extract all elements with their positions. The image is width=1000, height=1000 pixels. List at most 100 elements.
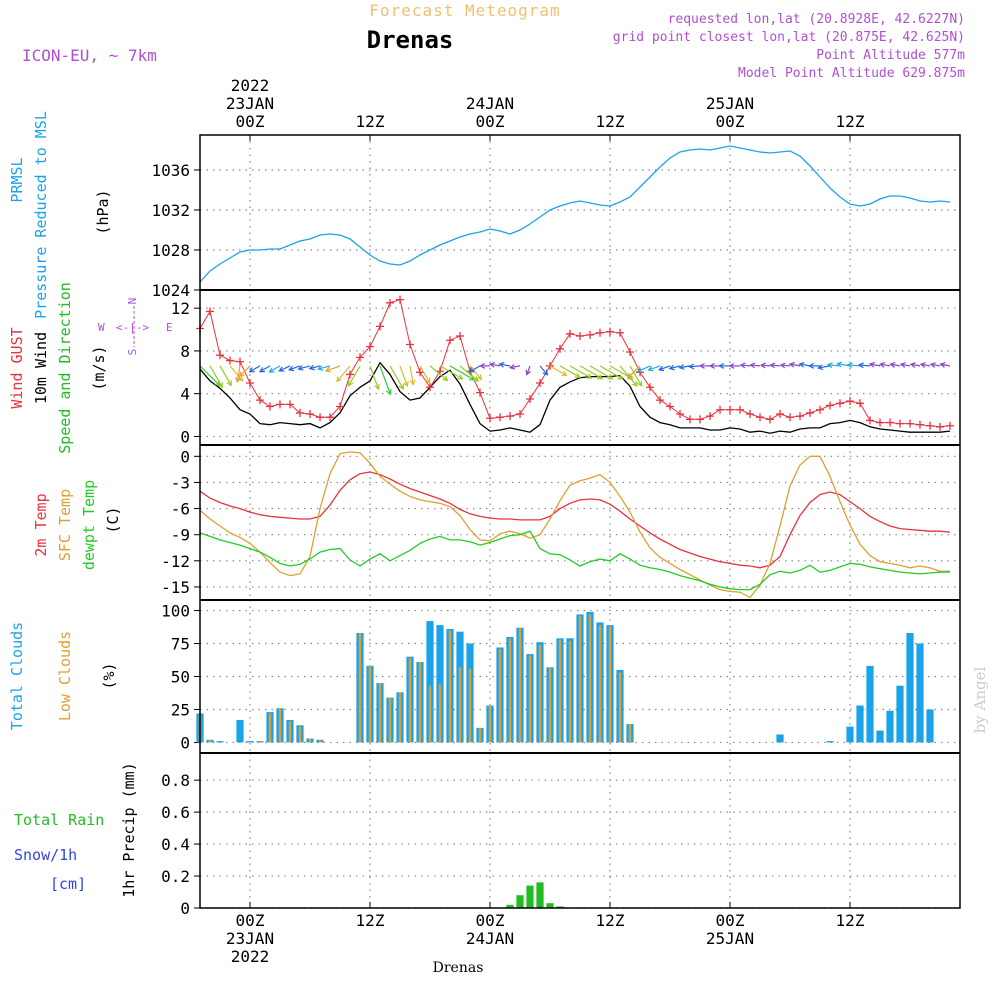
- wind-direction-arrowhead: [258, 367, 266, 373]
- wind-gust-marker: [266, 402, 274, 411]
- wind-gust-marker: [246, 379, 254, 387]
- wind-gust-marker: [376, 322, 384, 331]
- low-cloud-bar: [588, 614, 592, 743]
- low-cloud-bar: [528, 655, 532, 743]
- wind-gust-marker: [776, 410, 784, 418]
- y-tick-label: 100: [161, 602, 190, 621]
- wind-gust-marker: [806, 408, 814, 417]
- low-cloud-bar: [488, 705, 492, 743]
- wind-gust-marker: [676, 410, 684, 418]
- wind-gust-marker: [326, 413, 334, 422]
- y-tick-label: 0: [180, 427, 190, 446]
- y-tick-label: 0.4: [161, 835, 190, 854]
- y-tick-label: -3: [171, 473, 190, 492]
- precip-unit: 1hr Precip (mm): [120, 762, 138, 897]
- total-cloud-bar: [826, 741, 834, 743]
- wind-direction-arrowhead: [647, 365, 654, 372]
- wind-direction-arrowhead: [889, 362, 896, 368]
- wind-gust-marker: [926, 421, 934, 430]
- wind-gust-marker: [426, 383, 434, 392]
- wind-direction-arrow: [309, 365, 321, 370]
- wind-direction-arrowhead: [498, 361, 505, 368]
- wind-direction-arrow: [569, 365, 592, 379]
- wind-direction-arrow: [269, 365, 281, 373]
- temp-2m-line: [199, 471, 951, 569]
- wind-direction-arrow: [890, 363, 901, 367]
- wind-direction-arrow: [325, 365, 341, 372]
- wind-direction-arrowhead: [347, 380, 354, 387]
- wind-direction-arrowhead: [739, 362, 746, 369]
- wind-direction-arrow: [539, 365, 548, 376]
- wind-direction-arrow: [490, 363, 501, 367]
- wind-speed-line: [199, 361, 951, 434]
- bottom-time-label: 12Z: [356, 911, 385, 930]
- low-cloud-bar: [568, 640, 572, 743]
- low-cloud-bar: [548, 667, 552, 743]
- low-cloud-bar: [448, 630, 452, 743]
- bottom-time-label: 00Z: [716, 911, 745, 930]
- total-cloud-bar: [216, 741, 224, 743]
- wind-gust-marker: [516, 410, 524, 418]
- wind-gust-marker: [566, 329, 574, 338]
- wind-direction-arrowhead: [398, 383, 404, 390]
- y-tick-label: 0: [180, 447, 190, 466]
- wind-direction-arrowhead: [457, 374, 464, 380]
- wind-direction-arrowhead: [808, 362, 815, 369]
- wind-direction-arrow: [837, 363, 851, 367]
- wind-direction-arrowhead: [586, 373, 593, 379]
- wind-gust-marker: [616, 328, 624, 337]
- wind-direction-arrowhead: [324, 366, 331, 373]
- total-cloud-bar: [776, 734, 784, 743]
- compass-we: <-|->: [116, 321, 149, 334]
- wind-direction-arrow: [279, 365, 291, 372]
- plot-frame: [199, 134, 961, 909]
- wind-direction-arrow: [239, 365, 251, 377]
- wind-direction-arrowhead: [308, 364, 315, 371]
- low-cloud-bar: [418, 662, 422, 743]
- wind-direction-label: Speed and Direction: [56, 282, 74, 454]
- y-tick-label: 50: [171, 668, 190, 687]
- wind-direction-arrowhead: [479, 362, 486, 369]
- wind-gust-marker: [216, 351, 224, 360]
- low-clouds-label: Low Clouds: [56, 631, 74, 721]
- wind-gust-marker: [406, 340, 414, 349]
- wind-direction-arrowhead: [836, 361, 843, 368]
- wind-direction-arrowhead: [868, 361, 875, 368]
- wind-direction-arrow: [499, 363, 511, 367]
- top-time-label: 24JAN: [466, 94, 514, 113]
- wind-gust-marker: [766, 415, 774, 424]
- wind-gust-marker: [916, 420, 924, 429]
- wind-direction-arrow: [549, 365, 567, 376]
- wind-gust-marker: [506, 412, 514, 421]
- wind-direction-arrowhead: [403, 381, 409, 388]
- y-tick-label: 0.6: [161, 803, 190, 822]
- wind-direction-arrow: [789, 363, 801, 367]
- wind-direction-arrowhead: [386, 389, 392, 396]
- bottom-time-label: 00Z: [236, 911, 265, 930]
- low-cloud-bar: [368, 665, 372, 743]
- wind-direction-arrowhead: [698, 362, 705, 369]
- wind-direction-arrow: [750, 364, 761, 367]
- top-time-label: 00Z: [716, 112, 745, 131]
- wind-direction-arrowhead: [268, 367, 275, 373]
- wind-direction-arrow: [389, 365, 404, 390]
- wind-direction-arrowhead: [779, 362, 786, 369]
- low-cloud-bar: [478, 727, 482, 743]
- wind-direction-arrow: [288, 365, 301, 371]
- total-cloud-bar: [426, 621, 434, 743]
- wind-gust-marker: [816, 405, 824, 414]
- wind-direction-arrow: [318, 365, 331, 370]
- wind-direction-arrow: [449, 365, 475, 381]
- bottom-time-label: 00Z: [476, 911, 505, 930]
- wind-gust-marker: [726, 405, 734, 414]
- wind-direction-arrowhead: [409, 379, 416, 386]
- wind-direction-arrow: [336, 365, 351, 382]
- y-tick-label: 0.8: [161, 771, 190, 790]
- top-time-label: 00Z: [476, 112, 505, 131]
- wind-gust-marker: [396, 295, 404, 304]
- wind-direction-arrowhead: [317, 365, 324, 371]
- total-rain-label: Total Rain: [14, 811, 104, 829]
- wind-direction-arrow: [761, 364, 771, 367]
- y-tick-label: 75: [171, 635, 190, 654]
